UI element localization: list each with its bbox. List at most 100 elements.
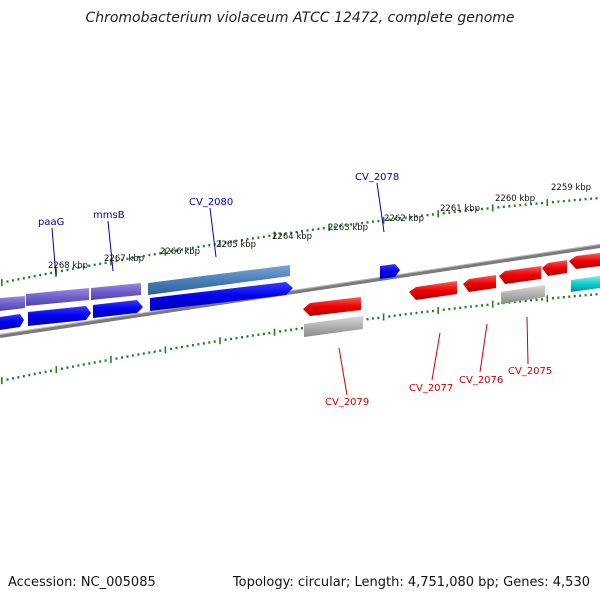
- minor-tick: [257, 333, 260, 336]
- gene-feature[interactable]: [0, 314, 24, 330]
- minor-tick: [284, 232, 287, 235]
- gene-feature[interactable]: [380, 264, 400, 279]
- minor-tick: [17, 278, 20, 281]
- gene-feature[interactable]: [569, 253, 600, 269]
- minor-tick: [28, 276, 31, 279]
- minor-tick: [44, 370, 47, 374]
- gene-feature[interactable]: [26, 288, 89, 306]
- minor-tick: [530, 202, 533, 206]
- gene-feature[interactable]: [542, 260, 567, 276]
- minor-tick: [410, 312, 413, 315]
- gene-label-paaG[interactable]: paaG: [38, 217, 64, 228]
- minor-tick: [486, 303, 489, 306]
- minor-tick: [415, 311, 418, 315]
- minor-tick: [121, 258, 123, 262]
- gene-label-cv-2075[interactable]: CV_2075: [508, 366, 552, 377]
- minor-tick: [431, 213, 434, 216]
- minor-tick: [448, 211, 451, 214]
- gene-label-cv-2078[interactable]: CV_2078: [355, 172, 399, 183]
- minor-tick: [557, 200, 560, 203]
- minor-tick: [208, 341, 211, 344]
- minor-tick: [535, 202, 538, 205]
- minor-tick: [562, 296, 565, 299]
- minor-tick: [11, 377, 14, 380]
- major-tick: [437, 210, 439, 218]
- gene-label-cv-2077[interactable]: CV_2077: [409, 383, 453, 394]
- minor-tick: [524, 203, 527, 206]
- gene-feature[interactable]: [304, 316, 363, 337]
- major-tick: [273, 328, 276, 336]
- minor-tick: [377, 219, 380, 223]
- minor-tick: [246, 238, 249, 241]
- minor-tick: [251, 334, 254, 337]
- minor-tick: [208, 244, 211, 247]
- major-tick: [164, 346, 167, 354]
- kbp-label: 2262 kbp: [384, 214, 424, 224]
- minor-tick: [148, 253, 151, 257]
- minor-tick: [6, 378, 9, 381]
- minor-tick: [235, 336, 238, 340]
- minor-tick: [426, 310, 429, 313]
- minor-tick: [88, 264, 91, 267]
- major-tick: [1, 279, 3, 287]
- minor-tick: [295, 327, 298, 331]
- minor-tick: [421, 214, 423, 217]
- kbp-label: 2267 kbp: [104, 254, 144, 264]
- gene-label-cv-2080[interactable]: CV_2080: [189, 197, 233, 208]
- gene-feature[interactable]: [148, 265, 290, 295]
- minor-tick: [230, 337, 233, 341]
- minor-tick: [421, 311, 423, 314]
- gene-feature[interactable]: [571, 276, 600, 292]
- minor-tick: [93, 361, 96, 364]
- gene-feature[interactable]: [91, 283, 141, 300]
- gene-label-cv-2076[interactable]: CV_2076: [459, 375, 503, 386]
- minor-tick: [159, 252, 162, 255]
- minor-tick: [224, 241, 227, 244]
- minor-tick: [361, 221, 363, 225]
- minor-tick: [153, 350, 156, 353]
- kbp-label: 2268 kbp: [48, 261, 88, 271]
- minor-tick: [202, 244, 205, 248]
- minor-tick: [22, 277, 25, 280]
- gene-label-cv-2079[interactable]: CV_2079: [325, 397, 369, 408]
- minor-tick: [301, 230, 303, 233]
- minor-tick: [366, 221, 369, 224]
- gene-feature[interactable]: [303, 297, 361, 316]
- gene-feature[interactable]: [150, 282, 293, 311]
- minor-tick: [431, 309, 434, 313]
- minor-tick: [191, 246, 194, 249]
- kbp-label: 2266 kbp: [160, 247, 200, 257]
- minor-tick: [459, 306, 462, 309]
- minor-tick: [371, 220, 374, 223]
- minor-tick: [377, 316, 380, 319]
- gene-label-mmsB[interactable]: mmsB: [93, 210, 125, 221]
- major-tick: [219, 337, 221, 345]
- gene-feature[interactable]: [0, 296, 25, 311]
- minor-tick: [524, 299, 527, 303]
- minor-tick: [262, 332, 265, 336]
- minor-tick: [366, 318, 369, 321]
- minor-tick: [442, 212, 445, 215]
- minor-tick: [262, 235, 265, 238]
- minor-tick: [224, 338, 227, 341]
- minor-tick: [11, 279, 14, 282]
- gene-feature[interactable]: [93, 300, 143, 318]
- gene-feature[interactable]: [501, 285, 545, 304]
- gene-feature[interactable]: [28, 306, 91, 326]
- gene-feature[interactable]: [499, 266, 541, 284]
- minor-tick: [257, 236, 260, 239]
- minor-tick: [268, 234, 271, 238]
- minor-tick: [241, 336, 243, 339]
- minor-tick: [562, 199, 565, 203]
- minor-tick: [399, 217, 402, 220]
- minor-tick: [191, 344, 194, 347]
- gene-feature[interactable]: [463, 275, 496, 292]
- minor-tick: [142, 254, 145, 258]
- minor-tick: [93, 263, 96, 266]
- major-tick: [1, 377, 3, 385]
- minor-tick: [202, 342, 205, 345]
- gene-feature[interactable]: [409, 281, 457, 300]
- minor-tick: [50, 369, 53, 372]
- minor-tick: [33, 372, 36, 376]
